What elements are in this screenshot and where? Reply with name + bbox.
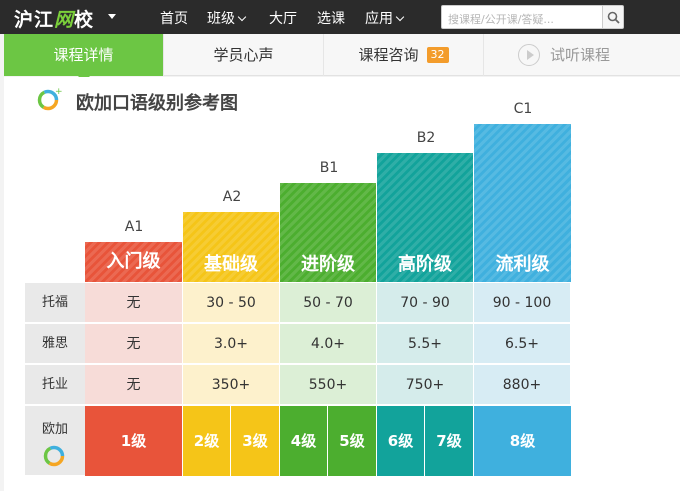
play-icon	[517, 44, 540, 66]
toefl-cell-b1: 50 - 70	[280, 283, 377, 323]
oujia-grade-4: 4级	[280, 406, 328, 476]
toefl-cell-a2: 30 - 50	[183, 283, 280, 323]
tab-label: 课程详情	[53, 46, 114, 64]
level-bar-b2: 高阶级	[377, 153, 473, 282]
level-name: 入门级	[106, 251, 161, 272]
nav-item-home[interactable]: 首页	[160, 8, 188, 28]
level-code-b2: B2	[416, 130, 436, 146]
site-logo[interactable]: 沪江网校	[14, 5, 94, 32]
tab-trial-lesson[interactable]: 试听课程	[484, 34, 644, 76]
toefl-cell-c1: 90 - 100	[474, 283, 571, 323]
nav-label: 应用	[365, 11, 393, 27]
nav-label: 首页	[160, 11, 188, 27]
oujia-grade-7: 7级	[425, 406, 474, 476]
oujia-grade-3: 3级	[231, 406, 280, 476]
tab-label: 试听课程	[549, 46, 610, 64]
level-bar-a2: 基础级	[183, 212, 279, 282]
logo-dropdown-icon[interactable]	[108, 14, 116, 19]
row-label-toeic: 托业	[25, 365, 85, 405]
chevron-down-icon	[237, 12, 247, 22]
search-input[interactable]: 搜课程/公开课/答疑...	[441, 5, 603, 29]
search-button[interactable]	[602, 5, 624, 29]
oujia-logo-icon	[43, 445, 65, 467]
level-code-b1: B1	[319, 160, 339, 176]
ielts-cell-b1: 4.0+	[280, 324, 377, 364]
top-nav-bar: 沪江网校 首页 班级 大厅 选课 应用 搜课程/公开课/答疑...	[0, 0, 680, 34]
course-tabs: 课程详情 学员心声 课程咨询 32 试听课程	[4, 34, 680, 82]
logo-text-tail: 校	[74, 9, 95, 31]
nav-label: 选课	[317, 11, 345, 27]
tab-course-details[interactable]: 课程详情	[4, 34, 164, 82]
nav-label: 大厅	[269, 11, 297, 27]
ielts-cell-c1: 6.5+	[474, 324, 571, 364]
toeic-cell-a2: 350+	[183, 365, 280, 405]
ielts-cell-a2: 3.0+	[183, 324, 280, 364]
consult-count-badge: 32	[426, 47, 449, 63]
toeic-cell-a1: 无	[85, 365, 183, 405]
ielts-cell-a1: 无	[85, 324, 183, 364]
tab-label: 课程咨询	[358, 46, 419, 64]
level-name: 高阶级	[398, 254, 452, 275]
nav-item-courses[interactable]: 选课	[317, 8, 345, 28]
level-code-a1: A1	[124, 219, 144, 235]
toefl-cell-b2: 70 - 90	[377, 283, 474, 323]
row-label-toefl: 托福	[25, 283, 85, 323]
oujia-grade-6: 6级	[377, 406, 425, 476]
chevron-down-icon	[395, 12, 405, 22]
oujia-grade-2: 2级	[183, 406, 231, 476]
level-bar-c1: 流利级	[474, 124, 571, 282]
oujia-grade-1: 1级	[85, 406, 183, 476]
nav-item-apps[interactable]: 应用	[365, 8, 405, 28]
level-name: 基础级	[204, 254, 258, 275]
ielts-cell-b2: 5.5+	[377, 324, 474, 364]
tab-student-reviews[interactable]: 学员心声	[164, 34, 324, 76]
svg-text:+: +	[55, 87, 62, 97]
section-title: 欧加口语级别参考图	[76, 93, 238, 114]
level-name: 进阶级	[301, 254, 355, 275]
nav-item-class[interactable]: 班级	[207, 8, 247, 28]
nav-item-hall[interactable]: 大厅	[269, 8, 297, 28]
tab-course-consult[interactable]: 课程咨询 32	[324, 34, 484, 76]
level-name: 流利级	[495, 254, 550, 275]
nav-label: 班级	[207, 11, 235, 27]
search-icon	[607, 11, 620, 24]
level-code-c1: C1	[513, 101, 533, 117]
oujia-label-text: 欧加	[41, 422, 68, 437]
toeic-cell-b2: 750+	[377, 365, 474, 405]
toeic-cell-c1: 880+	[474, 365, 571, 405]
oujia-logo-icon: +	[37, 87, 62, 111]
level-bar-b1: 进阶级	[280, 183, 376, 282]
oujia-grade-8: 8级	[474, 406, 571, 476]
toeic-cell-b1: 550+	[280, 365, 377, 405]
level-bar-a1: 入门级	[85, 242, 182, 282]
row-label-oujia: 欧加	[25, 406, 85, 476]
level-code-a2: A2	[222, 189, 242, 205]
logo-text-main: 沪江	[14, 9, 55, 31]
tab-label: 学员心声	[213, 46, 274, 64]
toefl-cell-a1: 无	[85, 283, 183, 323]
row-label-ielts: 雅思	[25, 324, 85, 364]
oujia-grade-5: 5级	[328, 406, 377, 476]
logo-text-accent: 网	[54, 9, 75, 31]
